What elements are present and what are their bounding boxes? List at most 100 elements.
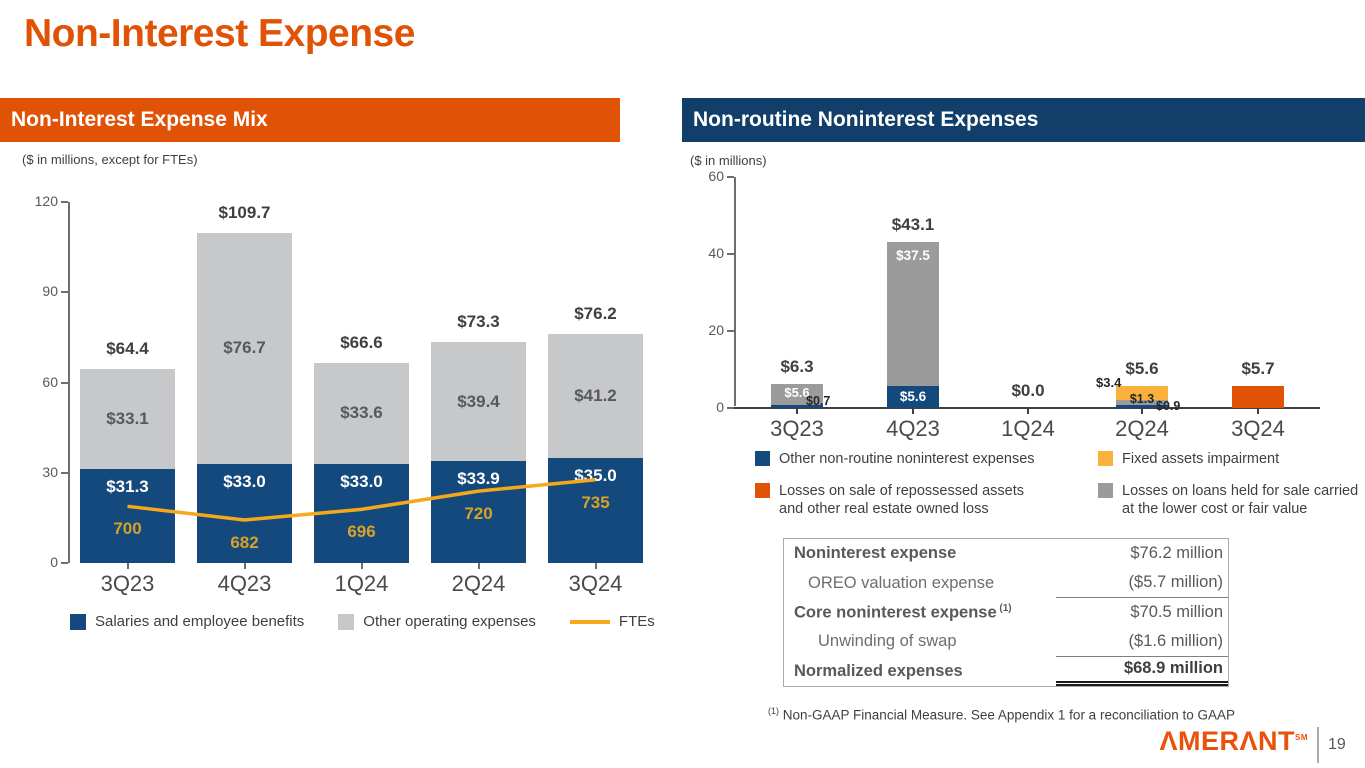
bar-segment-label-salaries: $33.0 bbox=[223, 471, 266, 491]
right-x-category-label: 4Q23 bbox=[886, 416, 940, 441]
left-x-category-label: 3Q24 bbox=[568, 571, 623, 596]
table-row: Normalized expenses $68.9 million bbox=[784, 657, 1228, 686]
legend-swatch-salaries bbox=[70, 613, 86, 630]
fte-value-label: 700 bbox=[113, 519, 142, 539]
left-y-tick-label: 120 bbox=[34, 193, 58, 209]
fte-value-label: 696 bbox=[347, 522, 376, 542]
left-panel-units-note: ($ in millions, except for FTEs) bbox=[22, 152, 198, 167]
bar-segment-other-expenses bbox=[431, 342, 526, 461]
table-row-value: ($5.7 million) bbox=[1056, 568, 1228, 598]
nonroutine-segment-label: $0.9 bbox=[1156, 399, 1181, 413]
bar-segment-other-expenses bbox=[197, 232, 292, 464]
left-y-tick bbox=[61, 381, 68, 384]
left-panel-header: Non-Interest Expense Mix bbox=[0, 98, 620, 142]
footnote-text: Non-GAAP Financial Measure. See Appendix… bbox=[782, 707, 1236, 723]
legend-label: Losses on sale of repossessed assets and… bbox=[779, 483, 1025, 517]
bar-total-label: $66.6 bbox=[340, 332, 383, 352]
left-panel-header-label: Non-Interest Expense Mix bbox=[11, 108, 268, 131]
bar-segment-label-other: $39.4 bbox=[457, 391, 500, 411]
legend-label: Fixed assets impairment bbox=[1122, 451, 1280, 467]
right-x-category-label: 1Q24 bbox=[1001, 416, 1055, 441]
table-footnote-marker: (1) bbox=[996, 602, 1012, 614]
amerant-logo-sm-mark: SM bbox=[1295, 733, 1308, 742]
nonroutine-bar-segment bbox=[771, 383, 823, 406]
right-x-axis-line bbox=[734, 407, 1320, 409]
left-x-tick bbox=[243, 563, 246, 569]
nonroutine-bar-total-label: $0.0 bbox=[1011, 381, 1045, 400]
right-y-tick-label: 0 bbox=[716, 399, 724, 415]
nonroutine-segment-label: $37.5 bbox=[896, 248, 930, 263]
nonroutine-segment-label: $5.6 bbox=[784, 385, 810, 400]
table-row-label: Unwinding of swap bbox=[818, 632, 957, 651]
nonroutine-segment-label: $1.3 bbox=[1129, 392, 1155, 406]
right-y-tick bbox=[727, 407, 734, 409]
nonroutine-bar-segment bbox=[1116, 399, 1168, 405]
left-x-category-label: 2Q24 bbox=[451, 571, 506, 596]
left-x-tick bbox=[126, 563, 129, 569]
left-y-axis-line bbox=[68, 202, 70, 563]
table-row: Noninterest expense $76.2 million bbox=[784, 539, 1228, 568]
table-row-label: Noninterest expense bbox=[794, 544, 957, 563]
nonroutine-bar-total-label: $5.6 bbox=[1125, 359, 1159, 379]
nonroutine-bar-segment bbox=[887, 242, 939, 387]
right-panel-header-label: Non-routine Noninterest Expenses bbox=[693, 108, 1039, 131]
footnote: (1) Non-GAAP Financial Measure. See Appe… bbox=[768, 706, 1235, 723]
footnote-marker: (1) bbox=[768, 706, 779, 716]
slide-title: Non-Interest Expense bbox=[24, 12, 415, 55]
left-y-tick-label: 0 bbox=[50, 554, 58, 570]
fte-value-label: 735 bbox=[581, 492, 610, 512]
right-x-tick bbox=[912, 409, 914, 414]
bar-segment-label-salaries: $31.3 bbox=[106, 476, 149, 496]
amerant-logo-text: ΛMERΛNT bbox=[1159, 726, 1295, 756]
legend-label: Other non-routine noninterest expenses bbox=[779, 451, 1035, 467]
nonroutine-bar-total-label: $43.1 bbox=[891, 215, 935, 235]
nonroutine-segment-label: $0.7 bbox=[806, 394, 831, 408]
right-x-tick bbox=[1257, 409, 1259, 414]
legend-label: FTEs bbox=[618, 613, 655, 630]
nonroutine-bar-segment bbox=[771, 405, 823, 408]
left-y-tick bbox=[61, 471, 68, 474]
left-y-tick bbox=[61, 562, 68, 564]
legend-label: Salaries and employee benefits bbox=[95, 613, 305, 630]
legend-swatch bbox=[755, 483, 770, 498]
legend-swatch bbox=[1098, 483, 1113, 498]
right-x-category-label: 3Q23 bbox=[770, 416, 824, 441]
bar-segment-other-expenses bbox=[548, 333, 643, 458]
legend-swatch-other-expenses bbox=[338, 613, 355, 630]
nonroutine-bar-segment bbox=[1116, 404, 1168, 408]
left-y-tick bbox=[61, 291, 68, 294]
right-x-tick bbox=[1141, 409, 1143, 414]
bar-total-label: $73.3 bbox=[457, 312, 500, 332]
right-y-tick bbox=[727, 176, 734, 178]
left-x-category-label: 4Q23 bbox=[217, 571, 272, 596]
right-panel-units-note: ($ in millions) bbox=[690, 153, 767, 168]
bar-total-label: $64.4 bbox=[106, 339, 149, 359]
bar-segment-other-expenses bbox=[80, 369, 175, 469]
bar-segment-label-other: $41.2 bbox=[574, 385, 617, 405]
bar-total-label: $109.7 bbox=[218, 202, 271, 222]
right-y-tick bbox=[727, 330, 734, 332]
table-row-value: ($1.6 million) bbox=[1056, 627, 1228, 657]
legend-swatch bbox=[1098, 451, 1113, 466]
table-row: Core noninterest expense (1) $70.5 millio… bbox=[784, 598, 1228, 627]
right-x-category-label: 3Q24 bbox=[1231, 416, 1285, 441]
left-x-tick bbox=[360, 563, 363, 569]
amerant-logo: ΛMERΛNTSM bbox=[1130, 726, 1308, 757]
table-row-value: $76.2 million bbox=[1130, 544, 1223, 563]
nonroutine-segment-label: $3.4 bbox=[1096, 375, 1122, 390]
right-x-tick bbox=[1027, 409, 1029, 414]
nonroutine-bar-segment bbox=[1116, 386, 1168, 400]
nonroutine-bar-segment bbox=[1232, 386, 1284, 408]
bar-segment-label-salaries: $35.0 bbox=[574, 465, 617, 485]
expense-summary-table: Noninterest expense $76.2 million OREO val… bbox=[783, 538, 1229, 687]
bar-segment-label-salaries: $33.0 bbox=[340, 471, 383, 491]
left-y-tick bbox=[61, 201, 68, 203]
right-x-tick bbox=[796, 409, 798, 414]
left-y-tick-label: 30 bbox=[42, 463, 58, 480]
left-x-category-label: 1Q24 bbox=[334, 571, 389, 596]
nonroutine-bar-total-label: $5.7 bbox=[1241, 359, 1275, 379]
right-y-axis-line bbox=[734, 177, 736, 406]
bar-total-label: $76.2 bbox=[574, 303, 617, 323]
